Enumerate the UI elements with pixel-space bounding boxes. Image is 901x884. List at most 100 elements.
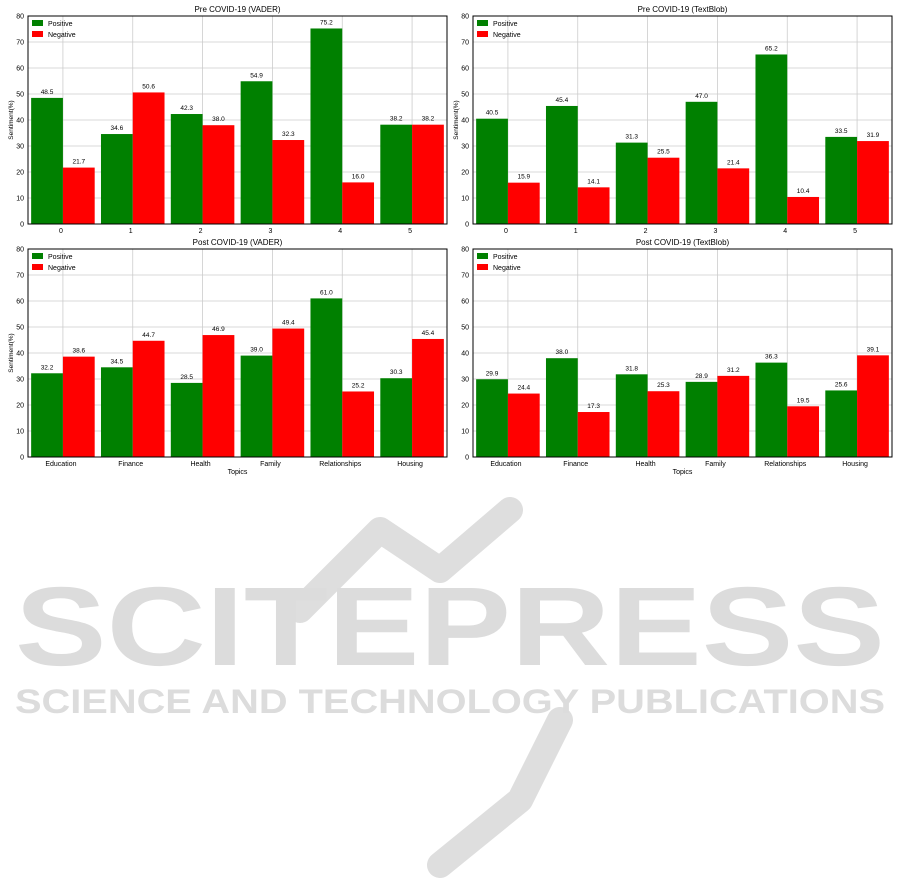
y-tick-label: 20: [16, 170, 24, 177]
data-label: 25.2: [352, 382, 365, 389]
watermark-title: SCITEPRESS: [15, 564, 885, 689]
y-tick-label: 60: [461, 299, 469, 306]
negative-bar: [132, 340, 165, 457]
positive-bar: [380, 124, 413, 224]
x-tick-label: 2: [199, 228, 203, 235]
x-tick-label: Housing: [842, 461, 868, 468]
negative-bar: [342, 391, 375, 457]
y-tick-label: 50: [16, 325, 24, 332]
positive-bar: [476, 118, 508, 224]
negative-bar: [412, 338, 444, 457]
legend-label: Positive: [48, 21, 73, 28]
negative-bar: [132, 92, 165, 224]
y-tick-label: 80: [461, 14, 469, 21]
y-axis-label: Sentiment(%): [453, 100, 460, 139]
data-label: 48.5: [41, 89, 54, 96]
y-tick-label: 10: [461, 196, 469, 203]
data-label: 49.4: [282, 320, 295, 327]
positive-bar: [310, 28, 343, 225]
negative-bar: [507, 393, 540, 457]
data-label: 47.0: [695, 93, 708, 100]
y-tick-label: 0: [20, 455, 24, 462]
data-label: 21.4: [727, 159, 740, 166]
y-tick-label: 40: [16, 351, 24, 358]
y-tick-label: 20: [16, 403, 24, 410]
chart-panel: 0 10 20 30 40 50 60 70 80 29.9 24.4 Education 38.0 17…: [461, 238, 893, 476]
data-label: 39.0: [250, 347, 263, 354]
data-label: 39.1: [867, 346, 880, 353]
chart-panel: 0 10 20 30 40 50 60 70 80 32.2 38.6 Education 34.5 44…: [8, 238, 448, 476]
positive-bar: [240, 355, 273, 457]
data-label: 61.0: [320, 289, 333, 296]
legend-swatch: [477, 253, 488, 259]
data-label: 75.2: [320, 19, 333, 26]
negative-bar: [787, 196, 820, 224]
chart-title: Post COVID-19 (VADER): [193, 238, 283, 247]
plot-frame: [472, 248, 893, 458]
negative-bar: [202, 125, 235, 224]
negative-bar: [857, 141, 889, 224]
y-tick-label: 70: [16, 273, 24, 280]
x-tick-label: Relationships: [764, 461, 807, 468]
data-label: 28.5: [180, 374, 193, 381]
watermark-subtitle: SCIENCE AND TECHNOLOGY PUBLICATIONS: [15, 683, 885, 721]
legend-swatch: [477, 264, 488, 270]
data-label: 50.6: [142, 83, 155, 90]
y-tick-label: 80: [16, 14, 24, 21]
x-tick-label: 5: [408, 228, 412, 235]
y-tick-label: 30: [16, 377, 24, 384]
data-label: 36.3: [765, 354, 778, 361]
negative-bar: [647, 391, 680, 457]
positive-bar: [755, 362, 788, 457]
plot-frame: [472, 15, 893, 225]
legend-label: Positive: [493, 21, 518, 28]
y-tick-label: 40: [16, 118, 24, 125]
positive-bar: [31, 97, 63, 224]
data-label: 33.5: [835, 128, 848, 135]
y-tick-label: 0: [20, 222, 24, 229]
data-label: 31.3: [625, 134, 638, 141]
x-tick-label: Health: [635, 461, 655, 468]
y-tick-label: 10: [16, 196, 24, 203]
negative-bar: [272, 140, 305, 224]
data-label: 45.4: [422, 330, 435, 337]
plot-frame: [27, 248, 448, 458]
positive-bar: [100, 367, 133, 457]
chart-title: Pre COVID-19 (VADER): [194, 5, 280, 14]
x-tick-label: 4: [783, 228, 787, 235]
y-tick-label: 50: [461, 92, 469, 99]
positive-bar: [476, 379, 508, 457]
y-tick-label: 70: [16, 40, 24, 47]
data-label: 15.9: [517, 174, 530, 181]
positive-bar: [615, 142, 648, 224]
chart-panel: 0 10 20 30 40 50 60 70 80 48.5 21.7 0 34.6 50.6 1 42.3 3…: [8, 5, 448, 235]
legend-label: Negative: [493, 265, 521, 272]
x-tick-label: Family: [705, 461, 726, 468]
x-tick-label: Finance: [563, 461, 588, 468]
y-tick-label: 40: [461, 118, 469, 125]
negative-bar: [507, 182, 540, 224]
y-tick-label: 0: [465, 455, 469, 462]
negative-bar: [647, 157, 680, 224]
data-label: 34.6: [111, 125, 124, 132]
negative-bar: [857, 355, 889, 457]
legend-label: Negative: [493, 32, 521, 39]
data-label: 38.0: [556, 349, 569, 356]
data-label: 42.3: [180, 105, 193, 112]
negative-bar: [202, 335, 235, 457]
data-label: 25.3: [657, 382, 670, 389]
x-tick-label: Housing: [397, 461, 423, 468]
positive-bar: [825, 136, 858, 224]
watermark-logo: [287, 497, 573, 878]
legend-label: Negative: [48, 32, 76, 39]
y-tick-label: 70: [461, 273, 469, 280]
y-tick-label: 80: [461, 247, 469, 254]
legend-swatch: [32, 20, 43, 26]
data-label: 38.0: [212, 116, 225, 123]
data-label: 34.5: [111, 358, 124, 365]
x-tick-label: 1: [574, 228, 578, 235]
x-tick-label: Health: [190, 461, 210, 468]
x-tick-label: Family: [260, 461, 281, 468]
data-label: 17.3: [587, 403, 600, 410]
y-tick-label: 70: [461, 40, 469, 47]
